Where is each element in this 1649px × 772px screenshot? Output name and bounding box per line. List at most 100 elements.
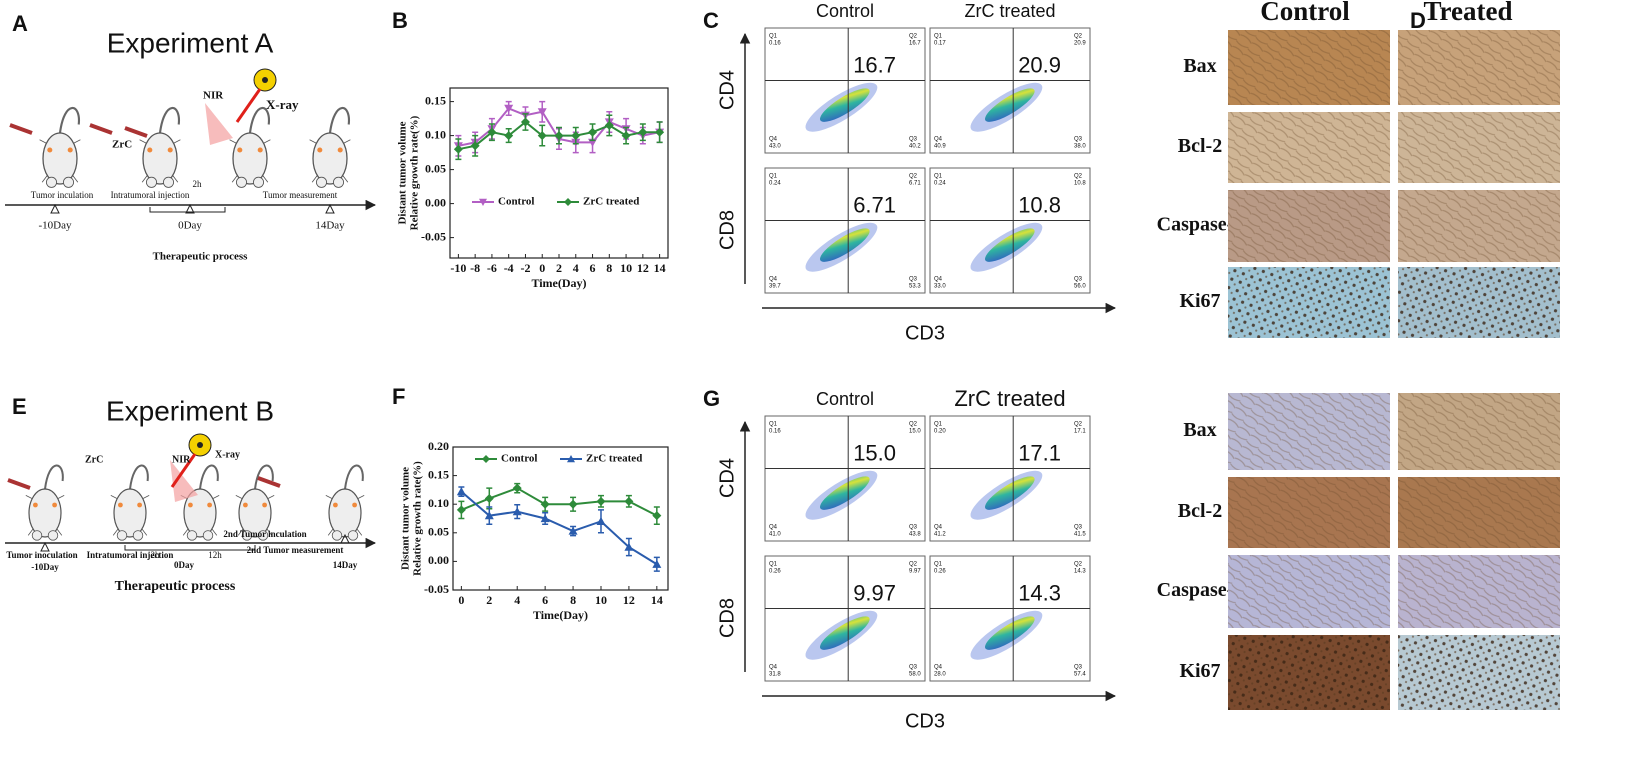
data-point xyxy=(512,483,522,493)
quadrant-name: Q1 xyxy=(769,422,778,428)
micrograph-texture xyxy=(1398,393,1560,470)
cell-cloud-core xyxy=(820,228,870,262)
agent-label: NIR xyxy=(203,90,224,102)
x-tick-label: 2 xyxy=(486,593,492,607)
micrograph-texture xyxy=(1228,267,1390,338)
data-point xyxy=(624,496,634,506)
quadrant-value: 0.16 xyxy=(769,41,781,47)
mouse-ear xyxy=(116,530,128,541)
mouse-legs xyxy=(139,139,181,183)
mouse-icon xyxy=(309,107,351,188)
quadrant-value: 38.0 xyxy=(1074,144,1086,150)
legend-label: Control xyxy=(498,196,534,208)
quadrant-value: 20.9 xyxy=(1074,41,1086,47)
cell-cloud xyxy=(805,470,878,520)
cell-cloud xyxy=(970,222,1043,272)
q2-percentage: 17.1 xyxy=(1018,440,1061,465)
q2-percentage: 14.3 xyxy=(1018,580,1061,605)
quadrant-name: Q2 xyxy=(1074,562,1083,568)
mouse-ear xyxy=(62,176,75,188)
mouse-ear xyxy=(332,176,345,188)
micrograph-texture xyxy=(1228,635,1390,710)
x-tick-label: 8 xyxy=(570,593,576,607)
tumor-dot xyxy=(137,502,142,508)
quadrant-name: Q3 xyxy=(909,277,918,283)
legend-label: ZrC treated xyxy=(583,196,639,208)
day-label: 14Day xyxy=(315,220,345,232)
cell-cloud-core xyxy=(985,476,1035,510)
mouse-ear xyxy=(132,530,144,541)
nir-beam xyxy=(170,460,198,502)
syringe xyxy=(9,123,33,135)
quadrant-name: Q3 xyxy=(909,525,918,531)
mouse-tail xyxy=(58,107,80,134)
data-point xyxy=(487,127,497,137)
y-tick-label: 0.05 xyxy=(425,161,446,175)
quadrant-value: 0.26 xyxy=(769,569,781,575)
quadrant-name: Q1 xyxy=(934,34,943,40)
y-axis-label: Distant tumor volume xyxy=(397,121,409,224)
quadrant-name: Q1 xyxy=(769,34,778,40)
caption: Therapeutic process xyxy=(153,251,249,263)
tumor-dot xyxy=(33,502,38,508)
cell-cloud-core xyxy=(820,476,870,510)
tumor-dot xyxy=(337,147,343,153)
x-tick-label: 4 xyxy=(573,261,579,275)
step-label: Tumor inculation xyxy=(31,190,94,200)
x-tick-label: 0 xyxy=(539,261,545,275)
nir-beam xyxy=(205,103,233,145)
mouse-body xyxy=(238,488,272,538)
quadrant-name: Q4 xyxy=(769,137,778,143)
x-axis-label: CD3 xyxy=(905,322,945,344)
marker-label: CD8 xyxy=(716,598,738,638)
tumor-dot xyxy=(47,147,53,153)
quadrant-value: 58.0 xyxy=(909,672,921,678)
radiation-icon xyxy=(262,77,268,83)
panel-letter: A xyxy=(12,11,28,36)
y-tick-label: -0.05 xyxy=(421,229,446,243)
mouse-icon xyxy=(110,464,150,541)
quadrant-name: Q3 xyxy=(1074,277,1083,283)
column-header: ZrC treated xyxy=(964,1,1055,21)
quadrant-value: 40.9 xyxy=(934,144,946,150)
x-tick-label: 2 xyxy=(556,261,562,275)
caption: Therapeutic process xyxy=(115,579,236,594)
quadrant-name: Q3 xyxy=(909,665,918,671)
quadrant-name: Q1 xyxy=(934,174,943,180)
experiment-title: Experiment B xyxy=(106,395,274,426)
row-label: Bax xyxy=(1183,55,1216,77)
mouse-body xyxy=(142,132,178,185)
mouse-legs xyxy=(325,495,365,536)
data-point xyxy=(484,493,494,503)
y-tick-label: 0.15 xyxy=(428,467,449,481)
panel-letter: E xyxy=(12,394,27,419)
quadrant-value: 39.7 xyxy=(769,284,781,290)
panel-letter: B xyxy=(392,8,408,33)
mouse-ear xyxy=(235,176,248,188)
tumor-dot xyxy=(262,502,267,508)
quadrant-name: Q1 xyxy=(934,562,943,568)
quadrant-value: 56.0 xyxy=(1074,284,1086,290)
quadrant-name: Q4 xyxy=(934,525,943,531)
mouse-legs xyxy=(39,139,81,183)
tumor-dot xyxy=(118,502,123,508)
syringe xyxy=(124,126,148,138)
quadrant-name: Q3 xyxy=(1074,525,1083,531)
legend-marker xyxy=(479,198,487,206)
tumor-dot xyxy=(207,502,212,508)
syringe xyxy=(7,478,31,490)
syringe xyxy=(257,476,281,488)
y-tick-label: 0.05 xyxy=(428,525,449,539)
y-tick-label: 0.10 xyxy=(425,127,446,141)
mouse-body xyxy=(232,132,268,185)
data-point xyxy=(537,108,547,117)
x-tick-label: 6 xyxy=(590,261,596,275)
x-ray-beam xyxy=(235,88,262,123)
cell-cloud xyxy=(805,610,878,660)
quadrant-name: Q2 xyxy=(1074,174,1083,180)
mouse-legs xyxy=(309,139,351,183)
mouse-icon xyxy=(139,107,181,188)
data-point xyxy=(621,131,631,141)
mouse-legs xyxy=(25,495,65,536)
